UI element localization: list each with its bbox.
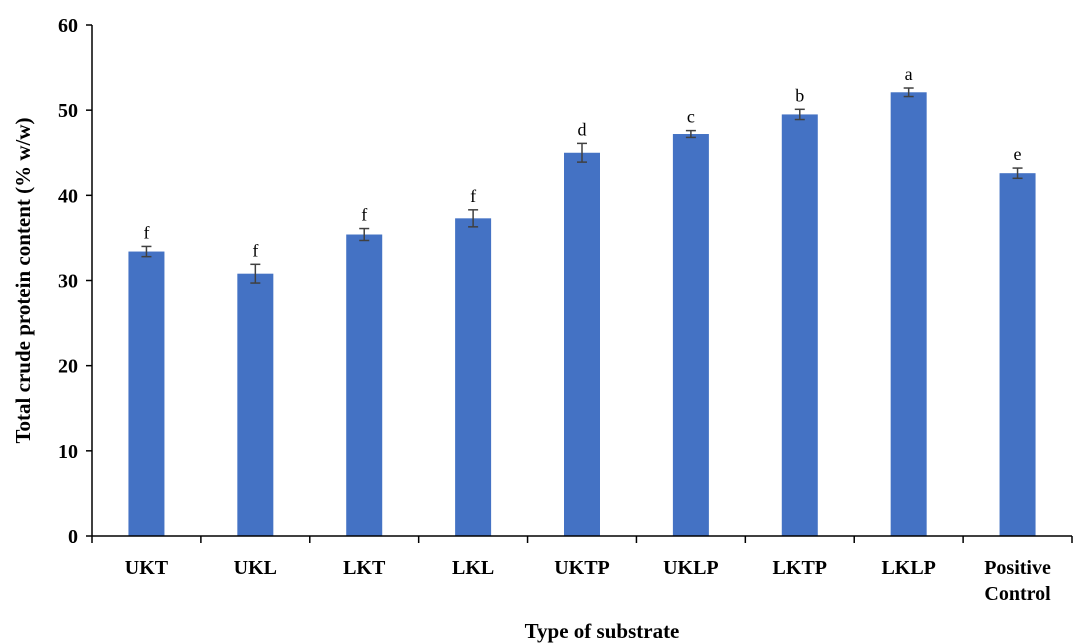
bar	[672, 134, 709, 536]
y-tick-label: 50	[58, 100, 78, 122]
bar	[346, 234, 383, 536]
x-tick-label: Positive	[984, 557, 1051, 579]
significance-label: a	[905, 64, 913, 84]
bar	[237, 273, 274, 536]
bar	[890, 92, 927, 536]
y-tick-label: 0	[68, 526, 78, 548]
x-tick-label: LKLP	[881, 557, 935, 579]
significance-label: b	[795, 85, 804, 105]
significance-label: f	[252, 240, 258, 260]
bar	[564, 152, 600, 536]
significance-label: f	[143, 222, 149, 242]
x-tick-label: UKTP	[554, 557, 610, 579]
x-axis-categories: UKT UKL LKT LKL UKTP UKLP LKTP LKLP Positive Cont…	[125, 557, 1051, 605]
y-axis-title: Total crude protein content (% w/w)	[11, 117, 35, 443]
bar	[781, 114, 818, 537]
y-tick-label: 30	[58, 271, 78, 293]
x-tick-label: UKL	[234, 557, 277, 579]
x-tick-label: LKL	[452, 557, 494, 579]
significance-labels: f f f f d c b a e	[143, 64, 1021, 260]
y-axis-ticks: 0 10 20 30 40 50 60	[58, 15, 1073, 548]
error-bars	[141, 87, 1023, 284]
x-axis-title: Type of substrate	[525, 619, 680, 643]
y-tick-label: 40	[58, 185, 78, 207]
bar	[455, 218, 492, 536]
significance-label: f	[470, 186, 476, 206]
x-tick-label: UKLP	[663, 557, 719, 579]
x-tick-label: LKTP	[773, 557, 827, 579]
bar	[128, 251, 165, 536]
y-tick-label: 20	[58, 356, 78, 378]
y-tick-label: 10	[58, 441, 78, 463]
significance-label: d	[578, 119, 587, 139]
significance-label: e	[1014, 144, 1022, 164]
significance-label: f	[361, 205, 367, 225]
x-tick-label: UKT	[125, 557, 169, 579]
x-tick-label: LKT	[343, 557, 386, 579]
y-tick-label: 60	[58, 15, 78, 37]
bars	[128, 92, 1036, 537]
x-tick-label: Control	[984, 583, 1051, 605]
bar	[999, 173, 1036, 536]
significance-label: c	[687, 107, 695, 127]
